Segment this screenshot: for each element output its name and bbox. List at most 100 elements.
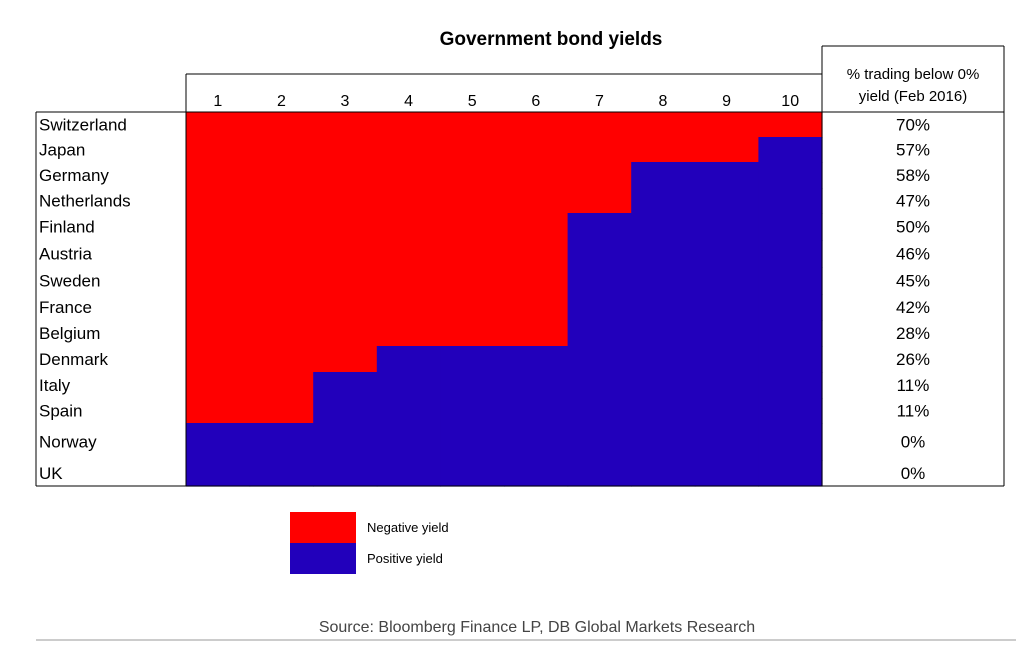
cell-switzerland-8	[631, 112, 696, 138]
cell-germany-3	[313, 162, 378, 189]
cell-belgium-9	[694, 320, 759, 347]
cell-austria-1	[186, 240, 251, 268]
cell-spain-3	[313, 398, 378, 424]
country-labels: Switzerland Japan Germany Netherlands Finlan…	[39, 116, 131, 484]
cell-finland-6	[504, 213, 569, 241]
cell-finland-5	[440, 213, 505, 241]
right-header-line-2: yield (Feb 2016)	[859, 88, 967, 105]
cell-germany-1	[186, 162, 251, 189]
cell-austria-8	[631, 240, 696, 268]
right-column-header: % trading below 0% yield (Feb 2016)	[847, 66, 980, 105]
cell-belgium-8	[631, 320, 696, 347]
cell-spain-6	[504, 398, 569, 424]
cell-sweden-3	[313, 267, 378, 295]
cell-japan-9	[694, 137, 759, 163]
cell-france-5	[440, 294, 505, 321]
country-label-norway: Norway	[39, 433, 97, 452]
cell-france-8	[631, 294, 696, 321]
maturity-tick-4: 4	[404, 93, 413, 110]
cell-finland-9	[694, 213, 759, 241]
cell-switzerland-7	[567, 112, 632, 138]
cell-netherlands-1	[186, 188, 251, 214]
cell-denmark-5	[440, 346, 505, 373]
cell-japan-1	[186, 137, 251, 163]
cell-netherlands-8	[631, 188, 696, 214]
cell-austria-3	[313, 240, 378, 268]
cell-norway-10	[758, 423, 823, 461]
pct-value-sweden: 45%	[896, 272, 930, 291]
cell-belgium-1	[186, 320, 251, 347]
cell-spain-1	[186, 398, 251, 424]
country-label-denmark: Denmark	[39, 350, 108, 369]
cell-finland-1	[186, 213, 251, 241]
cell-belgium-7	[567, 320, 632, 347]
cell-finland-7	[567, 213, 632, 241]
cell-spain-7	[567, 398, 632, 424]
cell-norway-3	[313, 423, 378, 461]
maturity-tick-10: 10	[781, 93, 799, 110]
cell-germany-2	[249, 162, 314, 189]
cell-italy-9	[694, 372, 759, 399]
cell-italy-3	[313, 372, 378, 399]
cell-belgium-3	[313, 320, 378, 347]
cell-uk-5	[440, 460, 505, 487]
pct-value-austria: 46%	[896, 245, 930, 264]
country-label-germany: Germany	[39, 166, 109, 185]
cell-norway-8	[631, 423, 696, 461]
cell-italy-7	[567, 372, 632, 399]
heatmap-cells	[186, 112, 823, 487]
maturity-tick-7: 7	[595, 93, 604, 110]
cell-italy-6	[504, 372, 569, 399]
cell-denmark-6	[504, 346, 569, 373]
cell-netherlands-4	[376, 188, 441, 214]
cell-france-7	[567, 294, 632, 321]
cell-japan-5	[440, 137, 505, 163]
cell-denmark-10	[758, 346, 823, 373]
country-label-japan: Japan	[39, 141, 85, 160]
cell-denmark-7	[567, 346, 632, 373]
cell-switzerland-3	[313, 112, 378, 138]
maturity-tick-9: 9	[722, 93, 731, 110]
cell-finland-10	[758, 213, 823, 241]
cell-netherlands-10	[758, 188, 823, 214]
cell-sweden-9	[694, 267, 759, 295]
cell-japan-8	[631, 137, 696, 163]
cell-austria-6	[504, 240, 569, 268]
cell-uk-8	[631, 460, 696, 487]
pct-value-spain: 11%	[897, 402, 930, 421]
cell-spain-10	[758, 398, 823, 424]
grid-lines	[35, 45, 1005, 487]
pct-value-finland: 50%	[896, 218, 930, 237]
pct-value-germany: 58%	[896, 166, 930, 185]
pct-value-norway: 0%	[901, 433, 926, 452]
cell-spain-4	[376, 398, 441, 424]
pct-value-italy: 11%	[897, 376, 930, 395]
cell-uk-10	[758, 460, 823, 487]
country-label-finland: Finland	[39, 218, 95, 237]
legend-swatch-negative	[290, 512, 356, 543]
cell-switzerland-6	[504, 112, 569, 138]
pct-value-belgium: 28%	[896, 324, 930, 343]
cell-italy-1	[186, 372, 251, 399]
pct-value-netherlands: 47%	[896, 192, 930, 211]
cell-italy-2	[249, 372, 314, 399]
country-label-belgium: Belgium	[39, 324, 100, 343]
cell-germany-9	[694, 162, 759, 189]
cell-denmark-4	[376, 346, 441, 373]
legend-label-positive: Positive yield	[367, 551, 443, 566]
cell-france-2	[249, 294, 314, 321]
cell-germany-4	[376, 162, 441, 189]
country-label-netherlands: Netherlands	[39, 192, 131, 211]
cell-switzerland-1	[186, 112, 251, 138]
cell-norway-1	[186, 423, 251, 461]
country-label-france: France	[39, 298, 92, 317]
cell-germany-8	[631, 162, 696, 189]
maturity-tick-6: 6	[531, 93, 540, 110]
cell-austria-10	[758, 240, 823, 268]
cell-japan-4	[376, 137, 441, 163]
cell-spain-8	[631, 398, 696, 424]
maturity-tick-3: 3	[341, 93, 350, 110]
cell-austria-4	[376, 240, 441, 268]
cell-norway-2	[249, 423, 314, 461]
cell-spain-2	[249, 398, 314, 424]
